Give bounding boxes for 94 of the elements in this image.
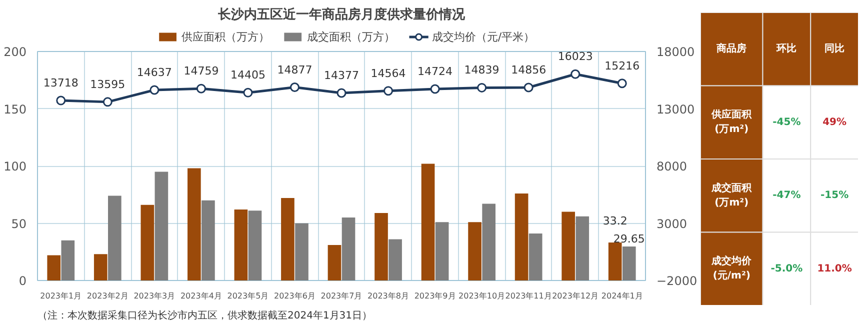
x-tick-label: 2023年11月 — [505, 292, 552, 300]
data-label: 14637 — [136, 66, 172, 80]
y2-tick-label: 3000 — [656, 216, 688, 231]
bar — [94, 254, 108, 280]
y-tick-label: 150 — [4, 102, 26, 116]
y-tick-label: 0 — [18, 274, 27, 288]
data-label: 14724 — [418, 65, 453, 78]
y-tick-label: 50 — [11, 216, 27, 231]
bar — [388, 239, 402, 280]
x-tick-label: 2023年2月 — [86, 292, 128, 300]
point — [570, 69, 580, 79]
category-label: 环比 — [776, 42, 797, 55]
data-label: 14377 — [324, 68, 360, 82]
x-tick-label: 2023年5月 — [227, 292, 269, 300]
x-tick-label: 2023年8月 — [368, 292, 409, 300]
data-label: 14856 — [511, 64, 546, 76]
x-tick-label: 2023年4月 — [180, 292, 222, 300]
y-tick-label: 100 — [4, 160, 26, 174]
x-tick-label: 2024年1月 — [601, 292, 643, 300]
point — [56, 96, 66, 106]
data-label: 13595 — [90, 78, 126, 91]
point — [196, 84, 206, 94]
text: 49% — [822, 116, 847, 128]
bar — [342, 218, 356, 280]
point — [384, 86, 394, 96]
data-label: 14564 — [370, 66, 406, 80]
bar — [295, 223, 308, 280]
bar — [248, 210, 262, 280]
bar — [281, 198, 294, 280]
x-tick-label: 2023年3月 — [134, 292, 176, 300]
x-tick-label: 2023年9月 — [414, 292, 456, 300]
x-tick-label: 2023年6月 — [274, 292, 316, 300]
point — [430, 84, 440, 94]
bar — [202, 200, 215, 280]
point — [102, 97, 112, 107]
bar — [328, 245, 342, 280]
bar — [622, 246, 636, 280]
x-tick-label: 2023年10月 — [458, 292, 506, 300]
bar — [435, 222, 449, 280]
bar — [562, 212, 575, 280]
y2-tick-label: 13000 — [656, 102, 695, 116]
data-label: 33.2 — [602, 214, 628, 228]
text: （注：本次数据采集口径为长沙市内五区，供求数据截至2024年1月31日） — [38, 310, 372, 322]
category-label: 成交均价 (元/m²) — [712, 256, 752, 282]
bar — [188, 168, 201, 280]
text: -5.0% — [770, 263, 803, 274]
bar — [108, 196, 122, 280]
bar — [374, 212, 388, 280]
bar — [154, 172, 168, 280]
point — [336, 88, 346, 98]
bar — [421, 164, 435, 280]
data-label: 14877 — [277, 63, 312, 76]
bar — [468, 222, 482, 280]
y2-tick-label: −2000 — [656, 274, 698, 288]
data-label: 14405 — [230, 68, 266, 82]
bar — [576, 216, 590, 280]
bar — [482, 204, 496, 280]
data-label: 14759 — [184, 64, 219, 78]
y-tick-label: 200 — [4, 45, 26, 59]
bar — [47, 255, 61, 280]
chart-title: 长沙内五区近一年商品房月度供求量价情况 — [217, 6, 466, 22]
text: -45% — [772, 116, 801, 128]
bar — [514, 193, 528, 280]
legend-label: 成交面积（万方） — [306, 30, 395, 44]
text: -15% — [820, 190, 849, 202]
category-label: 同比 — [824, 42, 845, 55]
y2-tick-label: 8000 — [656, 160, 688, 174]
data-label: 16023 — [558, 50, 593, 64]
point — [617, 78, 627, 88]
point — [150, 85, 160, 95]
y2-tick-label: 18000 — [656, 45, 695, 59]
x-tick-label: 2023年12月 — [552, 292, 599, 300]
bar — [140, 204, 154, 280]
x-tick-label: 2023年7月 — [320, 292, 362, 300]
legend-label: 供应面积（万方） — [182, 30, 270, 44]
point — [243, 88, 253, 98]
bar — [608, 242, 622, 280]
data-label: 14839 — [464, 64, 500, 77]
category-label: 商品房 — [716, 42, 747, 55]
point — [290, 82, 300, 92]
point — [477, 82, 487, 92]
category-label: 成交面积 (万m²) — [712, 182, 752, 208]
data-label: 13718 — [43, 76, 78, 90]
data-label: 15216 — [604, 59, 640, 72]
x-tick-label: 2023年1月 — [40, 292, 82, 300]
category-label: 供应面积 (万m²) — [712, 110, 752, 136]
bar — [528, 234, 542, 280]
legend-label: 成交均价（元/平米） — [432, 30, 535, 44]
point — [524, 82, 534, 92]
text: -47% — [772, 190, 801, 202]
text: 11.0% — [817, 263, 852, 274]
bar — [61, 240, 75, 280]
data-label: 29.65 — [613, 232, 645, 246]
bar — [234, 210, 248, 280]
